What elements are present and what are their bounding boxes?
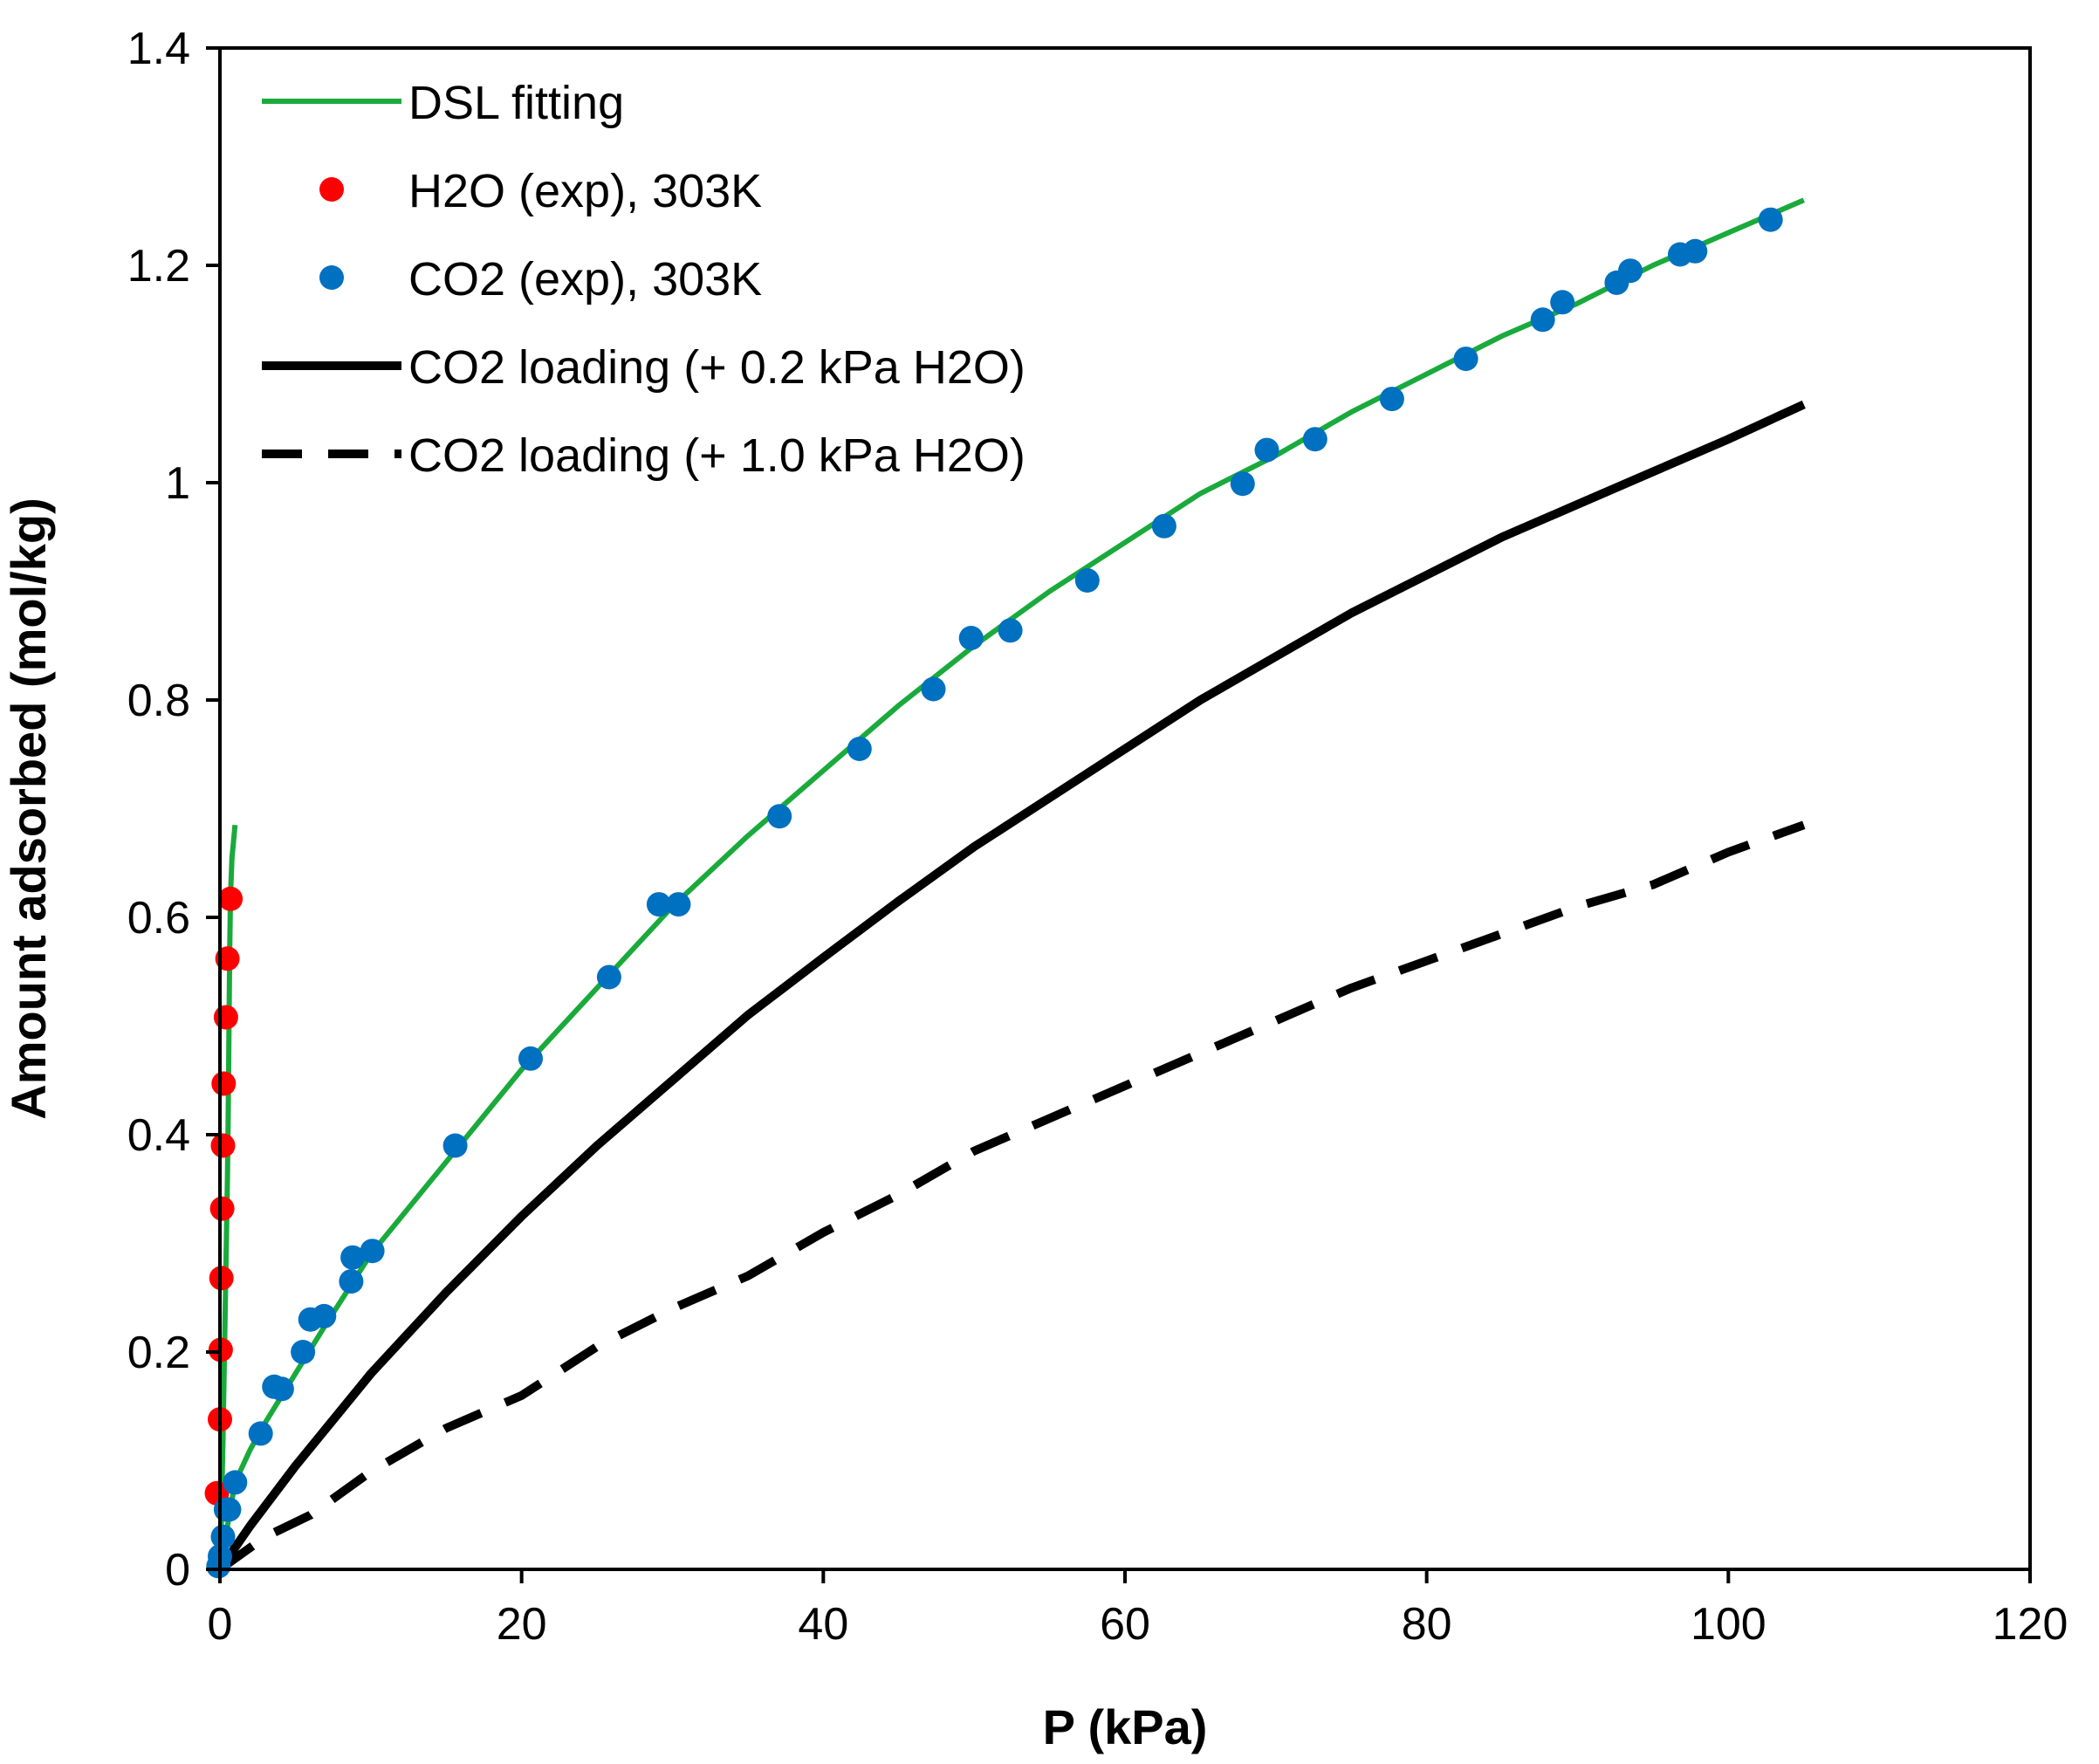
- co2-exp-point: [518, 1046, 543, 1071]
- h2o-exp-point: [213, 1005, 238, 1030]
- x-axis-title: P (kPa): [1043, 1699, 1208, 1754]
- x-axis-ticks: 0 20 40 60 80 100 120: [208, 1569, 2068, 1650]
- co2-exp-point: [1618, 258, 1643, 284]
- y-tick-label: 0.2: [127, 1328, 190, 1378]
- h2o-exp-point: [209, 1196, 235, 1221]
- legend-3-marker: [319, 265, 344, 290]
- co2-exp-point: [1230, 471, 1255, 497]
- co2-exp-point: [1302, 427, 1327, 452]
- chart-points: [204, 207, 1783, 1579]
- co2-exp-point: [1379, 387, 1404, 412]
- x-tick-label: 0: [208, 1599, 233, 1650]
- co2-exp-point: [1550, 290, 1575, 315]
- dsl-fitting-line: [217, 824, 238, 1559]
- co2-exp-point: [596, 964, 621, 990]
- co2-exp-point: [1074, 568, 1100, 593]
- x-tick-label: 60: [1100, 1599, 1150, 1650]
- co2-exp-point: [646, 892, 671, 917]
- co2-exp-point: [312, 1303, 337, 1328]
- co2-exp-point: [360, 1239, 385, 1264]
- legend: DSL fitting H2O (exp), 303K CO2 (exp), 303…: [262, 77, 1025, 482]
- h2o-exp-point: [218, 886, 244, 911]
- co2-exp-point: [998, 618, 1023, 643]
- x-tick-label: 40: [798, 1599, 848, 1650]
- y-tick-label: 0.8: [127, 676, 190, 726]
- co2-exp-point: [291, 1340, 316, 1364]
- co2-loading-0-2-kpa-h2o-line: [216, 400, 1806, 1572]
- co2-exp-point: [1151, 513, 1176, 539]
- y-axis-title: Amount adsorbed (mol/kg): [1, 498, 56, 1119]
- legend-1-label: DSL fitting: [408, 77, 624, 129]
- h2o-exp-point: [210, 1133, 236, 1158]
- co2-exp-point: [339, 1269, 364, 1294]
- co2-exp-point: [1530, 307, 1555, 333]
- x-tick-label: 100: [1691, 1599, 1766, 1650]
- y-tick-label: 1.4: [127, 24, 190, 74]
- co2-exp-point: [1453, 347, 1478, 372]
- co2-exp-point: [1758, 207, 1783, 232]
- co2-exp-point: [666, 892, 691, 917]
- h2o-exp-point: [211, 1071, 237, 1096]
- co2-exp-point: [340, 1245, 366, 1270]
- co2-exp-point: [248, 1421, 273, 1446]
- y-tick-label: 0.6: [127, 893, 190, 944]
- co2-loading-1-0-kpa-h2o-line: [217, 820, 1806, 1574]
- co2-exp-point: [210, 1524, 236, 1549]
- x-tick-label: 80: [1402, 1599, 1452, 1650]
- co2-exp-point: [847, 737, 872, 761]
- co2-exp-point: [1683, 238, 1708, 264]
- y-tick-label: 0.4: [127, 1110, 190, 1161]
- co2-exp-point: [921, 676, 946, 702]
- x-tick-label: 120: [1993, 1599, 2068, 1650]
- co2-exp-point: [958, 626, 984, 650]
- legend-2-label: H2O (exp), 303K: [408, 165, 762, 217]
- co2-exp-point: [767, 804, 792, 829]
- dsl-fitting-co2-line: [217, 197, 1805, 1570]
- chart-curves: [216, 197, 1806, 1574]
- y-tick-label: 1.2: [127, 241, 190, 292]
- co2-exp-point: [216, 1497, 242, 1522]
- y-axis-ticks: 0 0.2 0.4 0.6 0.8 1 1.2 1.4: [127, 24, 220, 1596]
- x-tick-label: 20: [497, 1599, 547, 1650]
- co2-exp-point: [223, 1470, 248, 1495]
- co2-exp-point: [269, 1376, 294, 1402]
- legend-5-label: CO2 loading (+ 1.0 kPa H2O): [408, 429, 1025, 482]
- y-tick-label: 0: [165, 1545, 190, 1596]
- legend-3-label: CO2 (exp), 303K: [408, 253, 762, 305]
- co2-exp-point: [1254, 437, 1279, 463]
- co2-exp-point: [442, 1133, 468, 1158]
- y-tick-label: 1: [165, 458, 190, 509]
- legend-4-label: CO2 loading (+ 0.2 kPa H2O): [408, 341, 1025, 394]
- legend-2-marker: [319, 177, 344, 202]
